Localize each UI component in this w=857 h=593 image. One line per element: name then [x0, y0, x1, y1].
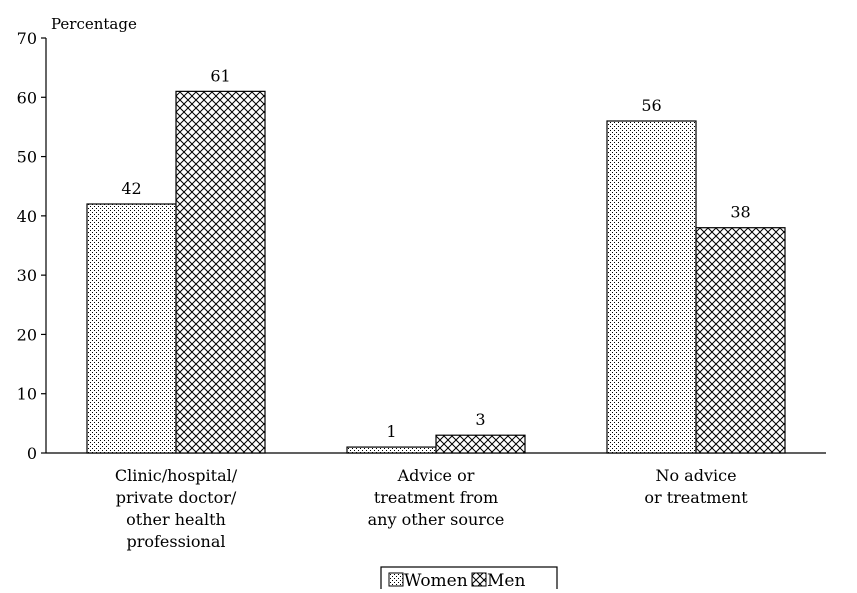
category-label-line: treatment from	[374, 488, 498, 507]
y-ticks: 0 10 20 30 40 50 60 70	[17, 29, 46, 463]
category-labels: Clinic/hospital/private doctor/other hea…	[115, 466, 748, 551]
bar-women	[606, 120, 697, 454]
category-label-line: Clinic/hospital/	[115, 466, 238, 485]
bar-women	[86, 203, 177, 454]
bar-value-labels: 42 61 1 3 56 38	[121, 66, 750, 441]
legend-label-men: Men	[487, 571, 525, 589]
y-tick-label: 50	[17, 148, 37, 167]
bar-value-label: 61	[210, 66, 230, 85]
bar-value-label: 38	[730, 203, 750, 222]
category-label-line: No advice	[655, 466, 736, 485]
bar-value-label: 1	[386, 422, 396, 441]
y-tick-label: 10	[17, 385, 37, 404]
category-label-line: private doctor/	[116, 488, 237, 507]
category-label-line: professional	[126, 532, 225, 551]
bar-men	[435, 434, 526, 454]
legend-swatch-women	[388, 572, 404, 587]
category-label-line: or treatment	[644, 488, 748, 507]
legend-swatch-men	[471, 572, 487, 587]
y-tick-label: 0	[27, 444, 37, 463]
bars	[86, 90, 786, 454]
y-tick-label: 30	[17, 266, 37, 285]
bar-value-label: 3	[475, 410, 485, 429]
category-label: No advice or treatment	[644, 466, 748, 507]
category-label: Advice or treatment from any other source	[368, 466, 505, 529]
bar-men	[695, 227, 786, 454]
y-tick-label: 40	[17, 207, 37, 226]
y-tick-label: 60	[17, 88, 37, 107]
bar-value-label: 56	[641, 96, 661, 115]
y-tick-label: 20	[17, 325, 37, 344]
category-label-line: any other source	[368, 510, 505, 529]
bar-men	[175, 90, 266, 454]
category-label-line: other health	[126, 510, 226, 529]
bar-value-label: 42	[121, 179, 141, 198]
bar-women	[346, 446, 437, 454]
legend: Women Men	[380, 566, 558, 593]
y-tick-label: 70	[17, 29, 37, 48]
category-label-line: Advice or	[397, 466, 475, 485]
y-axis-title: Percentage	[51, 15, 137, 33]
category-label: Clinic/hospital/private doctor/other hea…	[115, 466, 238, 551]
legend-label-women: Women	[404, 571, 468, 589]
